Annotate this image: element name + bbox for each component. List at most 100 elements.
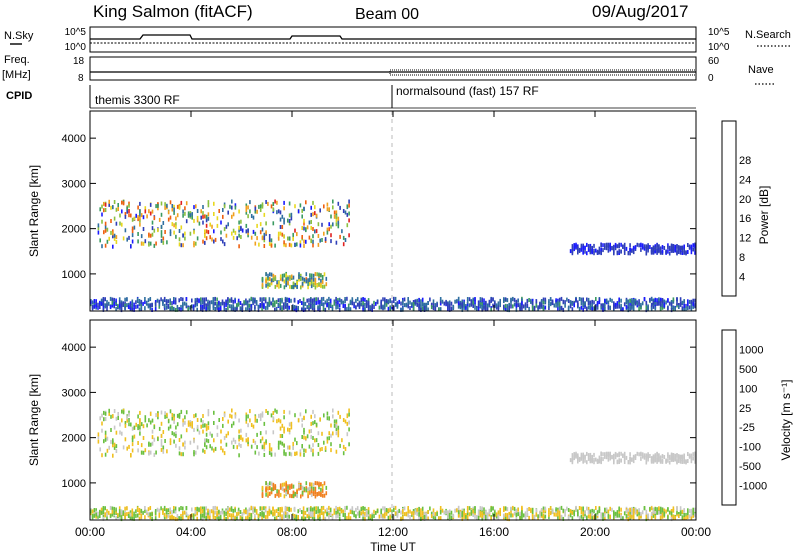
echo-cell xyxy=(685,512,687,517)
echo-cell xyxy=(196,298,198,303)
echo-cell xyxy=(180,409,183,414)
echo-cell xyxy=(466,508,469,513)
echo-cell xyxy=(337,507,339,512)
x-axis-title: Time UT xyxy=(370,540,416,554)
echo-cell xyxy=(268,297,271,302)
echo-cell xyxy=(112,231,114,236)
echo-cell xyxy=(169,232,172,237)
echo-cell xyxy=(650,302,653,307)
echo-cell xyxy=(306,225,309,230)
echo-cell xyxy=(510,301,512,306)
echo-cell xyxy=(459,305,462,310)
echo-cell xyxy=(178,516,180,521)
echo-cell xyxy=(329,303,332,307)
echo-cell xyxy=(127,514,130,518)
echo-cell xyxy=(267,282,269,287)
echo-cell xyxy=(149,306,152,311)
echo-cell xyxy=(158,508,161,513)
echo-cell xyxy=(319,516,321,521)
echo-cell xyxy=(530,298,532,303)
echo-cell xyxy=(263,238,266,243)
echo-cell xyxy=(254,299,256,304)
echo-cell xyxy=(236,236,238,241)
echo-cell xyxy=(268,234,271,238)
echo-cell xyxy=(338,297,341,302)
echo-cell xyxy=(164,411,166,416)
echo-cell xyxy=(598,459,601,464)
echo-cell xyxy=(429,297,431,302)
echo-cell xyxy=(643,244,646,249)
echo-cell xyxy=(526,303,529,308)
echo-cell xyxy=(121,409,123,414)
echo-cell xyxy=(283,200,285,205)
echo-cell xyxy=(333,508,336,513)
echo-cell xyxy=(124,506,126,511)
echo-cell xyxy=(474,300,476,305)
echo-cell xyxy=(499,507,501,512)
echo-cell xyxy=(171,510,173,515)
echo-cell xyxy=(313,517,316,521)
echo-cell xyxy=(144,209,147,214)
echo-cell xyxy=(205,229,208,234)
echo-cell xyxy=(261,302,263,307)
echo-cell xyxy=(312,448,314,453)
echo-cell xyxy=(427,516,429,521)
echo-cell xyxy=(247,437,249,442)
echo-cell xyxy=(629,305,631,310)
echo-cell xyxy=(623,245,626,250)
echo-cell xyxy=(290,243,293,248)
echo-cell xyxy=(254,508,256,513)
echo-cell xyxy=(283,242,285,247)
echo-cell xyxy=(472,513,474,517)
echo-cell xyxy=(133,425,136,430)
echo-cell xyxy=(227,515,229,520)
echo-cell xyxy=(441,508,444,513)
echo-cell xyxy=(393,515,395,520)
echo-cell xyxy=(245,307,247,312)
echo-cell xyxy=(629,514,631,519)
echo-cell xyxy=(607,243,610,248)
echo-cell xyxy=(672,453,675,457)
echo-cell xyxy=(322,516,325,520)
echo-cell xyxy=(267,491,269,496)
echo-cell xyxy=(169,424,172,429)
echo-cell xyxy=(555,512,557,517)
echo-cell xyxy=(223,513,226,518)
echo-cell xyxy=(180,513,182,518)
echo-cell xyxy=(323,493,326,498)
echo-cell xyxy=(667,454,669,459)
echo-cell xyxy=(564,512,566,517)
echo-cell xyxy=(595,457,597,462)
echo-cell xyxy=(192,307,195,312)
echo-cell xyxy=(232,508,235,513)
echo-cell xyxy=(402,509,404,513)
echo-cell xyxy=(672,506,675,511)
echo-cell xyxy=(665,509,667,514)
echo-cell xyxy=(692,302,694,307)
echo-cell xyxy=(661,249,664,254)
echo-cell xyxy=(540,512,543,517)
echo-cell xyxy=(185,302,188,307)
echo-cell xyxy=(155,413,157,418)
echo-cell xyxy=(297,418,300,423)
echo-cell xyxy=(627,305,630,310)
echo-cell xyxy=(238,434,240,439)
echo-cell xyxy=(254,415,257,420)
echo-cell xyxy=(151,308,153,312)
nsky-label: N.Sky xyxy=(4,30,34,42)
echo-cell xyxy=(519,306,521,311)
echo-cell xyxy=(184,236,186,241)
echo-cell xyxy=(405,511,408,516)
echo-cell xyxy=(481,516,483,521)
echo-cell xyxy=(147,507,150,512)
echo-cell xyxy=(158,304,161,309)
echo-cell xyxy=(613,458,615,463)
echo-cell xyxy=(364,297,366,302)
echo-cell xyxy=(322,505,325,510)
echo-cell xyxy=(204,423,206,428)
echo-cell xyxy=(140,303,143,308)
echo-cell xyxy=(685,303,687,308)
echo-cell xyxy=(333,423,336,428)
echo-cell xyxy=(162,240,165,245)
echo-cell xyxy=(595,306,597,311)
